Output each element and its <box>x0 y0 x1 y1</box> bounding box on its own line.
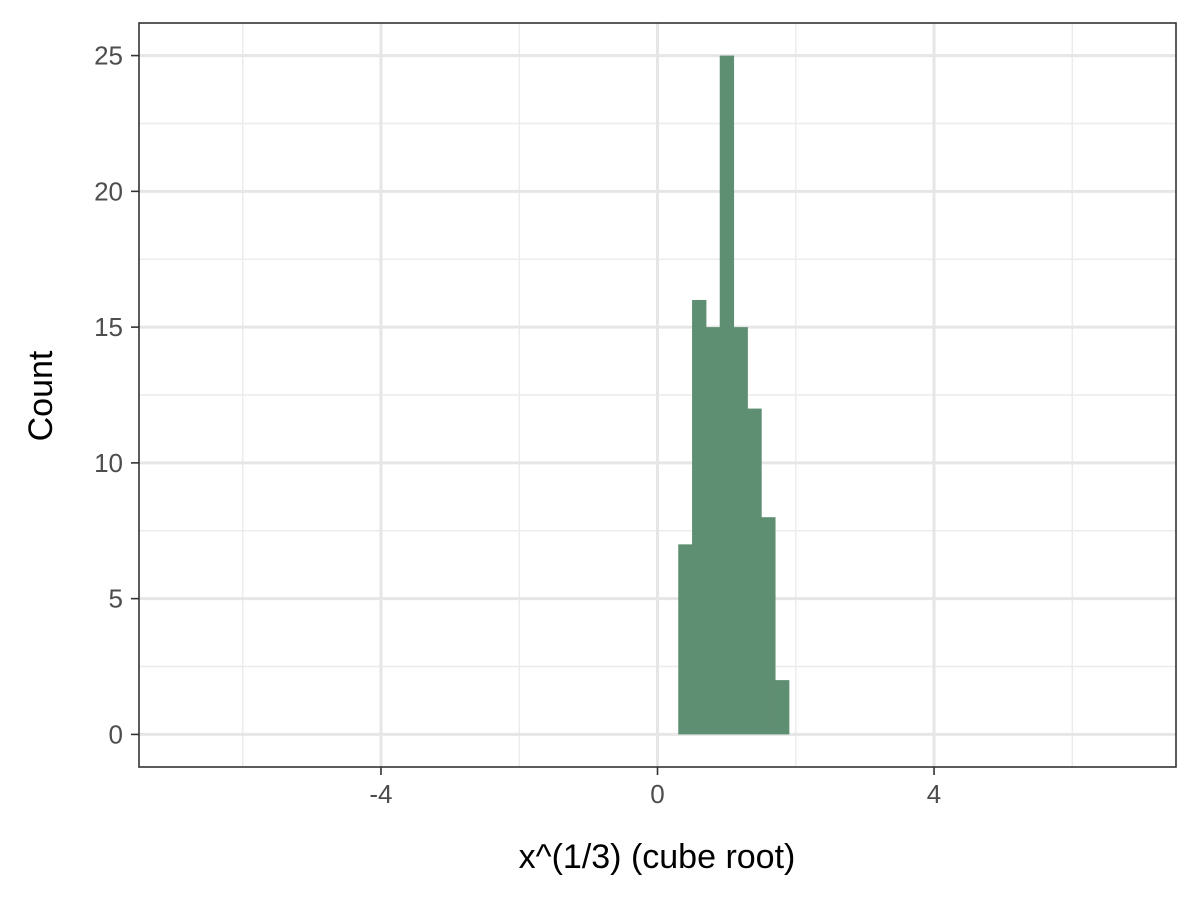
axis-ticks: -4 0 4 0 5 10 15 20 25 <box>94 41 941 809</box>
histogram-bar <box>692 299 707 735</box>
x-axis-title: x^(1/3) (cube root) <box>519 838 796 876</box>
y-axis-title: Count <box>22 350 60 441</box>
histogram-bar <box>719 55 735 735</box>
grid-lines <box>139 23 1176 767</box>
y-tick-label: 15 <box>94 312 123 342</box>
histogram-bar <box>775 680 790 735</box>
histogram-bar <box>761 517 776 735</box>
y-tick-label: 20 <box>94 176 123 206</box>
histogram-bar <box>678 544 693 735</box>
histogram-bar <box>747 408 762 735</box>
y-tick-label: 25 <box>94 41 123 71</box>
y-tick-label: 0 <box>109 719 123 749</box>
x-tick-label: -4 <box>369 779 392 809</box>
x-tick-label: 4 <box>927 779 941 809</box>
x-tick-label: 0 <box>650 779 664 809</box>
y-tick-label: 5 <box>109 584 123 614</box>
y-tick-label: 10 <box>94 448 123 478</box>
histogram-bar <box>705 327 721 735</box>
histogram-bars <box>678 55 790 735</box>
histogram-bar <box>733 327 748 735</box>
